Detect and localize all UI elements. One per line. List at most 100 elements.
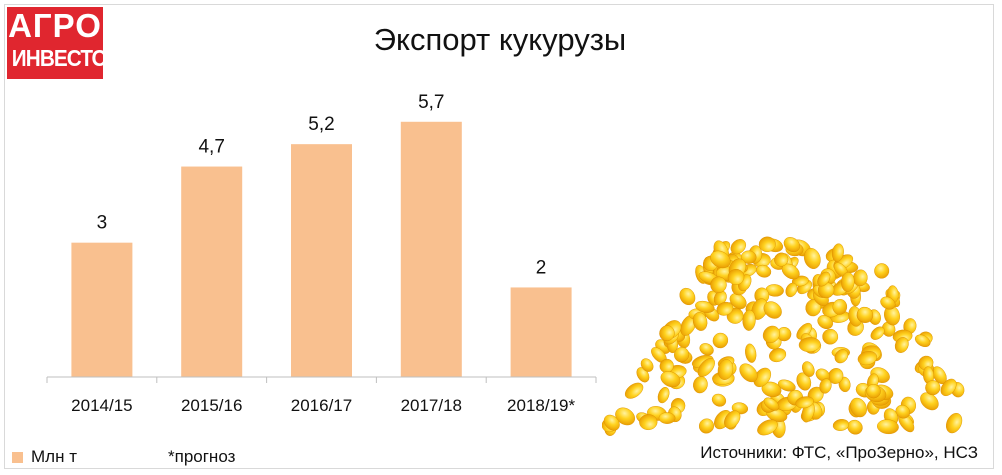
corn-kernel [895, 404, 911, 419]
corn-kernel [739, 363, 758, 383]
corn-kernel [758, 236, 776, 253]
corn-kernel [769, 348, 787, 363]
corn-kernel [796, 372, 812, 391]
x-tick-label: 2018/19* [507, 396, 575, 415]
corn-kernel [828, 368, 844, 384]
corn-kernel [710, 276, 727, 294]
corn-kernel [679, 287, 696, 306]
corn-kernel [603, 414, 620, 431]
corn-kernel [639, 414, 658, 431]
legend: Млн т [12, 447, 77, 467]
corn-kernel [692, 312, 708, 331]
bar-2016/17 [291, 144, 352, 377]
corn-kernel [841, 272, 855, 292]
corn-kernel [763, 397, 780, 411]
bar-2014/15 [71, 242, 133, 377]
corn-kernel [698, 418, 715, 434]
corn-kernel [866, 384, 881, 399]
corn-kernel [925, 380, 941, 396]
corn-kernel [657, 386, 670, 404]
corn-kernel [877, 419, 899, 435]
corn-kernel [710, 250, 731, 269]
corn-kernel [774, 252, 789, 267]
corn-kernel [729, 293, 747, 310]
corn-kernel [724, 410, 741, 429]
x-tick-label: 2017/18 [401, 396, 462, 415]
corn-kernel [674, 347, 690, 363]
corn-kernel [762, 325, 780, 344]
data-label: 3 [97, 213, 108, 234]
corn-kernel [819, 378, 832, 394]
bar-2015/16 [181, 166, 243, 377]
corn-kernel [920, 392, 939, 411]
corn-kernel [659, 325, 675, 342]
corn-kernel [730, 239, 747, 255]
x-tick-label: 2015/16 [181, 396, 242, 415]
corn-kernel [802, 361, 815, 377]
forecast-footnote: *прогноз [168, 447, 236, 466]
corn-kernel [697, 358, 715, 377]
corn-kernel [894, 337, 909, 353]
data-label: 5,7 [418, 92, 444, 113]
corn-kernel [695, 300, 715, 313]
corn-kernel [640, 358, 654, 372]
corn-kernel [946, 412, 963, 434]
corn-kernel [624, 382, 644, 399]
corn-kernel [785, 282, 798, 298]
x-tick-label: 2014/15 [71, 396, 132, 415]
bar-2017/18 [400, 121, 462, 377]
corn-kernel [693, 376, 708, 394]
corn-kernel [711, 393, 727, 407]
corn-kernel [699, 343, 714, 356]
corn-kernel [712, 332, 729, 349]
logo-line-2: ИНВЕСТОР [11, 45, 103, 71]
corn-kernel [783, 237, 801, 253]
corn-kernel [716, 301, 734, 316]
legend-swatch [12, 451, 23, 463]
corn-kernel [740, 250, 757, 264]
corn-kernel [870, 326, 885, 340]
corn-kernel [777, 379, 796, 392]
sources-note: Источники: ФТС, «ПроЗерно», НСЗ [700, 443, 978, 462]
chart-title: Экспорт кукурузы [373, 22, 627, 57]
corn-kernel [831, 243, 844, 262]
corn-kernel [817, 315, 833, 330]
x-tick-label: 2016/17 [291, 396, 352, 415]
corn-kernel [659, 358, 674, 373]
bar-2018/19* [510, 287, 572, 377]
legend-label: Млн т [31, 447, 77, 466]
agroinvestor-logo: АГРО ИНВЕСТОР [7, 7, 103, 79]
corn-kernel [857, 351, 878, 366]
corn-kernel [856, 306, 874, 323]
corn-kernel [717, 359, 734, 380]
data-label: 5,2 [308, 114, 334, 135]
corn-kernel [832, 299, 848, 315]
corn-kernel [874, 263, 890, 279]
corn-kernel [757, 419, 778, 436]
corn-kernel [940, 378, 957, 397]
corn-kernel [798, 337, 821, 353]
corn-kernels-image [602, 236, 965, 438]
corn-kernel [914, 334, 931, 348]
logo-line-1: АГРО [8, 7, 102, 44]
corn-kernel [834, 349, 849, 364]
corn-kernel [658, 412, 676, 424]
corn-kernel [832, 419, 850, 431]
corn-kernel [815, 368, 830, 382]
data-label: 2 [536, 257, 547, 278]
corn-kernel [615, 407, 635, 426]
corn-kernel [745, 343, 757, 363]
corn-kernel [817, 271, 831, 287]
corn-kernel [763, 301, 782, 319]
corn-kernel [822, 328, 839, 345]
corn-kernel [742, 309, 756, 331]
corn-kernel [838, 376, 851, 393]
corn-kernel [850, 397, 867, 418]
corn-kernel [761, 381, 782, 398]
data-label: 4,7 [198, 137, 224, 158]
corn-kernel [660, 371, 681, 388]
corn-kernel [880, 296, 896, 310]
corn-kernel [727, 268, 745, 286]
corn-kernel [803, 248, 821, 269]
